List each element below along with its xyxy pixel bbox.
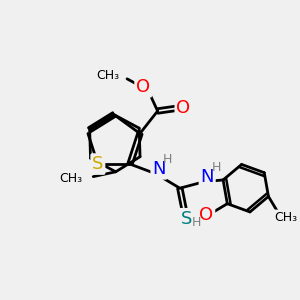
Text: CH₃: CH₃	[274, 211, 298, 224]
Text: O: O	[136, 78, 150, 96]
Text: H: H	[192, 217, 201, 230]
Text: O: O	[199, 206, 214, 224]
Text: H: H	[212, 161, 221, 174]
Text: O: O	[176, 99, 190, 117]
Text: N: N	[200, 168, 214, 186]
Text: S: S	[181, 210, 192, 228]
Text: CH₃: CH₃	[59, 172, 82, 185]
Text: S: S	[92, 155, 103, 173]
Text: H: H	[162, 153, 172, 166]
Text: CH₃: CH₃	[96, 69, 119, 82]
Text: N: N	[152, 160, 166, 178]
